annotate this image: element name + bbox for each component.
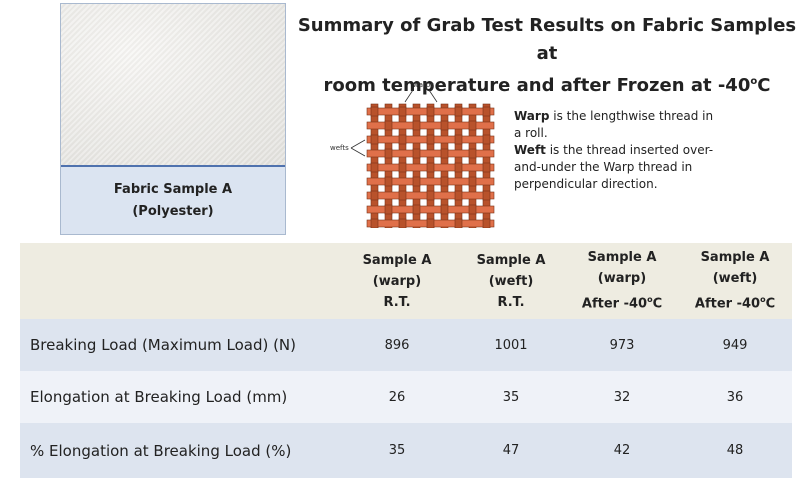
warp-crossing: [426, 106, 435, 117]
warp-crossing: [468, 176, 477, 187]
warp-overlaps: [370, 106, 491, 228]
warps-label: warps: [413, 81, 434, 89]
warp-crossing: [370, 162, 379, 173]
title-line-2: room temperature and after Frozen at -40…: [323, 75, 771, 96]
warp-crossing: [482, 106, 491, 117]
wefts-label: wefts: [330, 144, 349, 152]
warp-crossing: [412, 204, 421, 215]
warp-definition: Warp is the lengthwise thread in a roll.: [514, 109, 714, 140]
warp-crossing: [398, 106, 407, 117]
warp-crossing: [370, 134, 379, 145]
warp-crossing: [482, 134, 491, 145]
warp-crossing: [426, 190, 435, 201]
column-header: Sample A (weft) R.T.: [476, 252, 546, 310]
warp-crossing: [398, 134, 407, 145]
warp-crossing: [398, 218, 407, 228]
warp-crossing: [440, 204, 449, 215]
warp-crossing: [454, 162, 463, 173]
table-cell: 35: [388, 443, 406, 458]
table-cell: 47: [502, 443, 520, 458]
weft-thread: [366, 177, 495, 186]
table-cell: 35: [502, 389, 520, 405]
warp-crossing: [370, 190, 379, 201]
table-cell: 896: [384, 337, 410, 353]
weft-thread: [366, 121, 495, 130]
warp-crossing: [426, 218, 435, 228]
warp-crossing: [384, 120, 393, 131]
warp-crossing: [384, 176, 393, 187]
table-row: % Elongation at Breaking Load (%) 35 47 …: [20, 423, 792, 478]
warp-crossing: [454, 106, 463, 117]
warp-crossing: [482, 190, 491, 201]
column-header: Sample A (warp) R.T.: [362, 252, 432, 310]
table-row: Breaking Load (Maximum Load) (N) 896 100…: [20, 319, 792, 371]
table-cell: 26: [388, 389, 406, 405]
warp-crossing: [468, 148, 477, 159]
column-header: Sample A (warp) After -40oC: [581, 250, 663, 312]
fabric-caption: Fabric Sample A (Polyester): [61, 167, 285, 234]
weft-thread: [366, 149, 495, 158]
warp-crossing: [412, 148, 421, 159]
warp-crossing: [384, 148, 393, 159]
table-cell: 32: [613, 389, 631, 405]
table-cell: 36: [726, 389, 744, 405]
warp-crossing: [412, 120, 421, 131]
warp-crossing: [454, 218, 463, 228]
row-label: Elongation at Breaking Load (mm): [30, 388, 288, 406]
warp-crossing: [454, 134, 463, 145]
table-row: Elongation at Breaking Load (mm) 26 35 3…: [20, 371, 792, 423]
warp-crossing: [398, 162, 407, 173]
warp-crossing: [482, 162, 491, 173]
fabric-sample-card: Fabric Sample A (Polyester): [60, 3, 286, 235]
table-cell: 949: [722, 337, 748, 353]
row-label: Breaking Load (Maximum Load) (N): [30, 336, 297, 354]
weave-diagram: warps wefts: [330, 81, 495, 228]
table-header: Sample A (warp) R.T. Sample A (weft) R.T…: [20, 243, 792, 319]
warp-crossing: [468, 204, 477, 215]
weft-thread: [366, 205, 495, 214]
title-line-1: Summary of Grab Test Results on Fabric S…: [297, 15, 797, 64]
weft-definition: Weft is the thread inserted over-and-und…: [514, 143, 714, 191]
warp-crossing: [440, 148, 449, 159]
page-title: Summary of Grab Test Results on Fabric S…: [297, 12, 797, 100]
warp-crossing: [482, 218, 491, 228]
results-table: Sample A (warp) R.T. Sample A (weft) R.T…: [20, 243, 792, 478]
warp-crossing: [370, 106, 379, 117]
warp-crossing: [370, 218, 379, 228]
warp-crossing: [468, 120, 477, 131]
row-label: % Elongation at Breaking Load (%): [30, 441, 292, 460]
warp-crossing: [440, 176, 449, 187]
sample-material: (Polyester): [132, 203, 214, 219]
warp-crossing: [426, 162, 435, 173]
column-header: Sample A (weft) After -40oC: [694, 250, 776, 312]
table-cell: 973: [609, 337, 635, 353]
warp-crossing: [384, 204, 393, 215]
warps-pointer: [404, 89, 438, 103]
definitions: Warp is the lengthwise thread in a roll.…: [514, 108, 714, 193]
warp-crossing: [398, 190, 407, 201]
table-cell: 48: [726, 443, 744, 458]
wefts-pointer: [350, 139, 366, 157]
sample-name: Fabric Sample A: [113, 181, 233, 197]
warp-crossing: [440, 120, 449, 131]
warp-crossing: [426, 134, 435, 145]
table-cell: 42: [613, 443, 631, 458]
table-cell: 1001: [494, 337, 528, 353]
fabric-photo: [61, 4, 285, 167]
warp-crossing: [412, 176, 421, 187]
warp-crossing: [454, 190, 463, 201]
